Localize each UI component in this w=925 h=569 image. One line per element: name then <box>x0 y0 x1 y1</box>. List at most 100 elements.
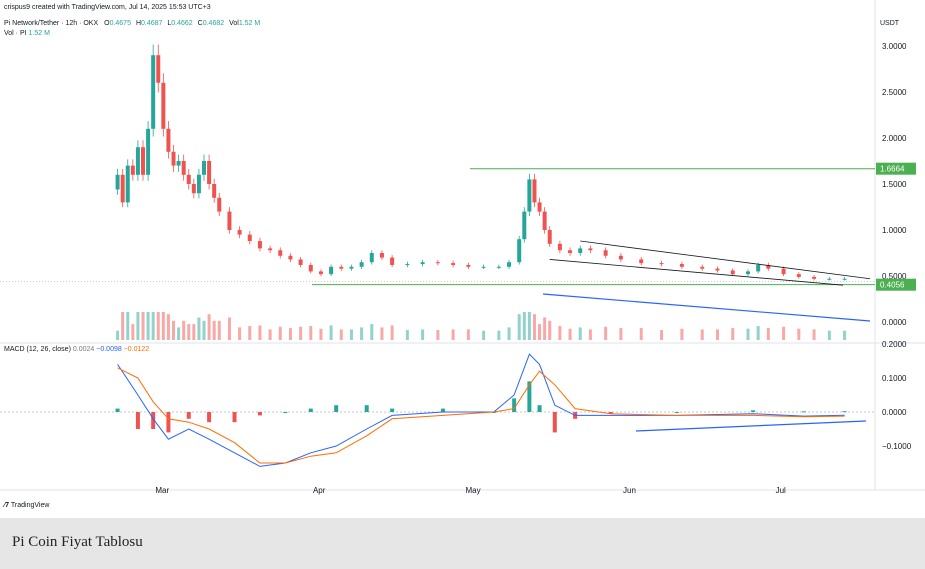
candle <box>618 255 623 260</box>
macd-tick-label: 0.2000 <box>882 340 907 349</box>
candle <box>359 262 364 267</box>
price-tick-label: 3.0000 <box>882 42 907 51</box>
price-tick-label: 1.0000 <box>882 226 907 235</box>
volume-bar <box>161 312 165 340</box>
macd-hist-bar <box>151 412 156 429</box>
candle <box>212 184 217 198</box>
candle <box>796 274 801 277</box>
macd-hist-bar <box>751 410 756 412</box>
macd-hist-bar <box>166 412 171 433</box>
candle <box>288 255 293 260</box>
candle <box>166 128 171 152</box>
resistance-price-tag <box>876 162 916 175</box>
volume-bar <box>451 329 455 340</box>
candle <box>679 264 684 267</box>
candle <box>532 179 537 203</box>
candle <box>781 268 786 275</box>
high-value: 0.4687 <box>141 20 163 27</box>
macd-hist-bar <box>115 408 120 412</box>
volume-bar <box>370 324 374 340</box>
volume-bar <box>538 324 542 340</box>
volume-bar <box>843 330 847 340</box>
candle <box>700 266 705 269</box>
macd-signal-line <box>117 367 845 464</box>
candle <box>308 264 313 272</box>
volume-bar <box>187 324 191 340</box>
volume-bar <box>141 312 145 340</box>
macd-label: MACD (12, 26, close) <box>4 346 71 353</box>
macd-tick-label: 0.0000 <box>882 408 907 417</box>
volume-bar <box>797 328 801 340</box>
volume-bar <box>131 324 135 340</box>
date-tick-label: May <box>465 486 480 495</box>
volume-bar <box>380 327 384 340</box>
volume-bar <box>660 330 664 340</box>
volume-bar <box>517 314 521 340</box>
candle <box>278 250 283 256</box>
volume-bar <box>248 326 252 340</box>
candle <box>135 147 140 175</box>
date-tick-label: Jul <box>776 486 786 495</box>
volume-bar <box>227 317 231 340</box>
macd-hist-bar <box>842 411 847 413</box>
candle <box>420 262 425 265</box>
volume-bar <box>116 330 120 340</box>
currency-label: USDT <box>880 20 900 27</box>
candle <box>161 82 166 129</box>
volume-bar <box>121 312 125 340</box>
volume-bar <box>360 327 364 340</box>
macd-hist-bar <box>512 398 517 412</box>
volume-bar <box>217 320 221 340</box>
tradingview-icon: ⁄7 <box>4 502 10 509</box>
macd-hist-bar <box>440 408 445 412</box>
volume-bar <box>548 320 552 340</box>
support-price-tag-label: 0.4056 <box>880 281 905 290</box>
volume-bar <box>522 312 526 340</box>
candle <box>542 211 547 230</box>
date-tick-label: Jun <box>623 486 636 495</box>
volume-bar <box>827 330 831 340</box>
macd-line <box>117 353 845 467</box>
macd-hist-bar <box>207 412 212 423</box>
candle <box>405 264 410 266</box>
volume-bar <box>558 326 562 340</box>
volume-bar <box>258 325 262 340</box>
candle <box>349 266 354 269</box>
volume-bar <box>172 320 176 340</box>
volume-bar <box>146 312 150 340</box>
close-value: 0.4682 <box>202 20 225 27</box>
candle <box>466 264 471 267</box>
candle <box>659 263 664 265</box>
candle <box>217 197 222 212</box>
volume-trend-line <box>542 293 871 322</box>
macd-hist-bar <box>232 412 237 423</box>
candle <box>237 230 242 235</box>
volume-bar <box>680 328 684 340</box>
volume-value: 1.52 M <box>28 30 50 37</box>
volume-bar <box>436 330 440 340</box>
macd-hist-bar <box>608 412 613 414</box>
candle <box>715 268 720 271</box>
candle <box>339 266 344 269</box>
volume-bar <box>319 328 323 340</box>
volume-bar <box>349 329 353 340</box>
volume-bar <box>731 328 735 340</box>
volume-bar <box>746 328 750 340</box>
macd-hist-bar <box>257 412 262 416</box>
candle <box>588 248 593 251</box>
candle <box>517 239 522 263</box>
price-chart[interactable]: 3.0000 2.5000 2.0000 1.5000 1.0000 0.5000 0.00… <box>0 0 925 518</box>
volume-bar <box>177 327 181 340</box>
candle <box>156 55 161 83</box>
macd-hist-bar <box>552 412 557 433</box>
volume-bar <box>192 324 196 340</box>
candle <box>191 184 196 194</box>
macd-hist-bar <box>801 411 806 413</box>
volume-bar <box>278 326 282 340</box>
macd-hist-bar <box>308 408 313 412</box>
macd-hist-bar <box>186 412 191 419</box>
vol-value: 1.52 M <box>238 20 261 27</box>
volume-bar <box>619 328 623 340</box>
price-tick-label: 0.5000 <box>882 272 907 281</box>
candle <box>202 161 207 175</box>
